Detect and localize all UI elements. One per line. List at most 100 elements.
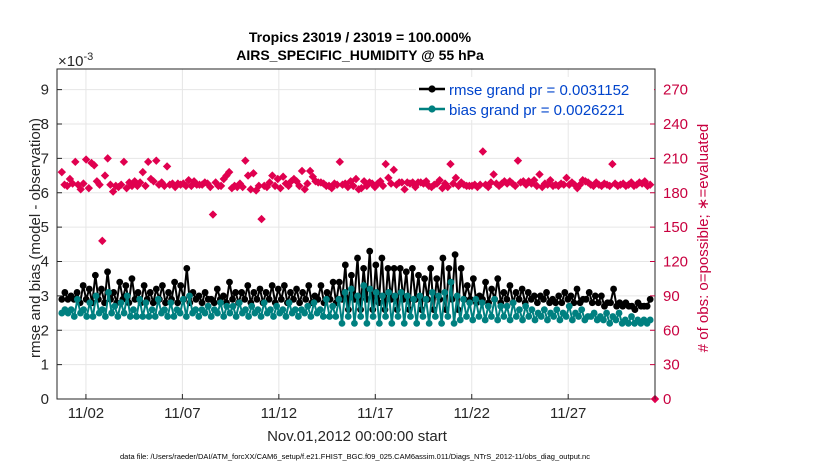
obs-marker bbox=[254, 181, 264, 191]
bias-point bbox=[270, 313, 277, 320]
obs-marker bbox=[106, 180, 115, 189]
rmse-point bbox=[210, 299, 218, 307]
bias-point bbox=[126, 313, 134, 320]
bias-point bbox=[176, 309, 184, 317]
obs-marker bbox=[222, 171, 231, 180]
bias-point bbox=[186, 292, 193, 300]
obs-marker bbox=[591, 178, 601, 187]
obs-marker bbox=[608, 159, 617, 169]
rmse-point bbox=[244, 282, 252, 289]
bias-point bbox=[544, 316, 551, 324]
bias-point bbox=[478, 299, 486, 307]
rmse-point bbox=[162, 299, 169, 307]
bias-point bbox=[89, 313, 97, 320]
rmse-series bbox=[58, 247, 654, 314]
obs-marker bbox=[208, 210, 218, 219]
legend-rmse-label: rmse grand pr = 0.0031152 bbox=[449, 82, 629, 99]
rmse-point bbox=[594, 299, 602, 307]
obs-marker bbox=[454, 181, 463, 191]
rmse-point bbox=[543, 289, 550, 296]
obs-series bbox=[57, 147, 660, 404]
bias-point bbox=[182, 313, 190, 320]
bias-point bbox=[341, 289, 349, 296]
obs-marker bbox=[570, 180, 579, 189]
bias-point bbox=[139, 313, 147, 320]
bias-point bbox=[357, 313, 365, 320]
plot-frame bbox=[56, 68, 656, 400]
rmse-point bbox=[390, 264, 398, 272]
bias-point bbox=[550, 313, 558, 320]
rmse-point bbox=[488, 285, 496, 293]
bias-point bbox=[528, 306, 536, 314]
bias-point bbox=[503, 302, 511, 310]
rmse-point bbox=[512, 289, 520, 296]
rmse-point bbox=[274, 285, 282, 293]
rmse-point bbox=[287, 289, 294, 296]
rmse-point bbox=[302, 295, 310, 303]
obs-marker bbox=[211, 178, 220, 187]
rmse-point bbox=[296, 299, 304, 307]
obs-marker bbox=[589, 181, 598, 191]
obs-marker bbox=[138, 167, 147, 177]
bias-point bbox=[612, 316, 620, 324]
bias-point bbox=[310, 299, 318, 307]
obs-marker bbox=[535, 170, 544, 179]
bias-point bbox=[338, 319, 346, 327]
rmse-point bbox=[134, 289, 142, 296]
rmse-point bbox=[341, 261, 349, 269]
y2-tick-label-9: 270 bbox=[663, 82, 688, 99]
obs-marker bbox=[162, 162, 172, 171]
rmse-point bbox=[98, 285, 105, 293]
bias-point bbox=[463, 313, 470, 320]
bias-point bbox=[207, 313, 215, 320]
bias-point bbox=[447, 278, 455, 286]
rmse-point bbox=[607, 299, 614, 307]
bias-point bbox=[556, 316, 564, 324]
bias-point bbox=[494, 316, 502, 324]
bias-point bbox=[130, 306, 137, 314]
obs-marker bbox=[79, 179, 88, 188]
rmse-point bbox=[122, 282, 130, 289]
obs-marker bbox=[160, 181, 169, 191]
obs-marker bbox=[152, 156, 161, 165]
obs-marker bbox=[519, 177, 528, 186]
y-tick-label-5: 5 bbox=[41, 219, 49, 236]
obs-marker bbox=[276, 183, 285, 193]
bias-point bbox=[441, 289, 449, 296]
bias-point bbox=[519, 316, 526, 324]
obs-marker bbox=[157, 178, 166, 187]
obs-marker bbox=[575, 180, 585, 189]
bias-point bbox=[133, 313, 140, 320]
bias-point bbox=[472, 295, 480, 303]
bias-point bbox=[323, 295, 330, 303]
rmse-point bbox=[494, 275, 502, 283]
bias-point bbox=[382, 313, 389, 320]
data-file-footnote: data file: /Users/raeder/DAI/ATM_forcXX/… bbox=[120, 452, 590, 461]
y-exponent-base: ×10 bbox=[58, 53, 83, 70]
obs-marker bbox=[168, 179, 177, 188]
bias-point bbox=[512, 313, 520, 320]
bias-point bbox=[73, 295, 81, 303]
rmse-point bbox=[91, 271, 99, 279]
y2-axis-label: # of obs: o=possible; ∗=evaluated bbox=[695, 124, 712, 353]
obs-marker bbox=[457, 178, 466, 187]
rmse-point bbox=[360, 264, 368, 272]
obs-marker bbox=[246, 185, 255, 194]
bias-point bbox=[214, 309, 221, 317]
bias-point bbox=[102, 313, 109, 320]
bias-point bbox=[254, 306, 262, 314]
bias-point bbox=[575, 313, 582, 320]
obs-marker bbox=[257, 214, 266, 224]
rmse-point bbox=[631, 306, 639, 314]
bias-point bbox=[531, 316, 539, 324]
rmse-point bbox=[591, 292, 599, 300]
y-axis-label: rmse and bias (model - observation) bbox=[27, 118, 44, 358]
bias-point bbox=[80, 306, 88, 314]
x-axis-label: Nov.01,2012 00:00:00 start bbox=[267, 428, 448, 445]
obs-marker bbox=[532, 181, 542, 191]
rmse-point bbox=[232, 289, 239, 296]
bias-point bbox=[435, 292, 442, 300]
rmse-point bbox=[518, 285, 526, 293]
rmse-point bbox=[256, 285, 264, 293]
left-axis-ticks: 0 1 2 3 4 5 6 7 8 9 bbox=[41, 82, 62, 408]
